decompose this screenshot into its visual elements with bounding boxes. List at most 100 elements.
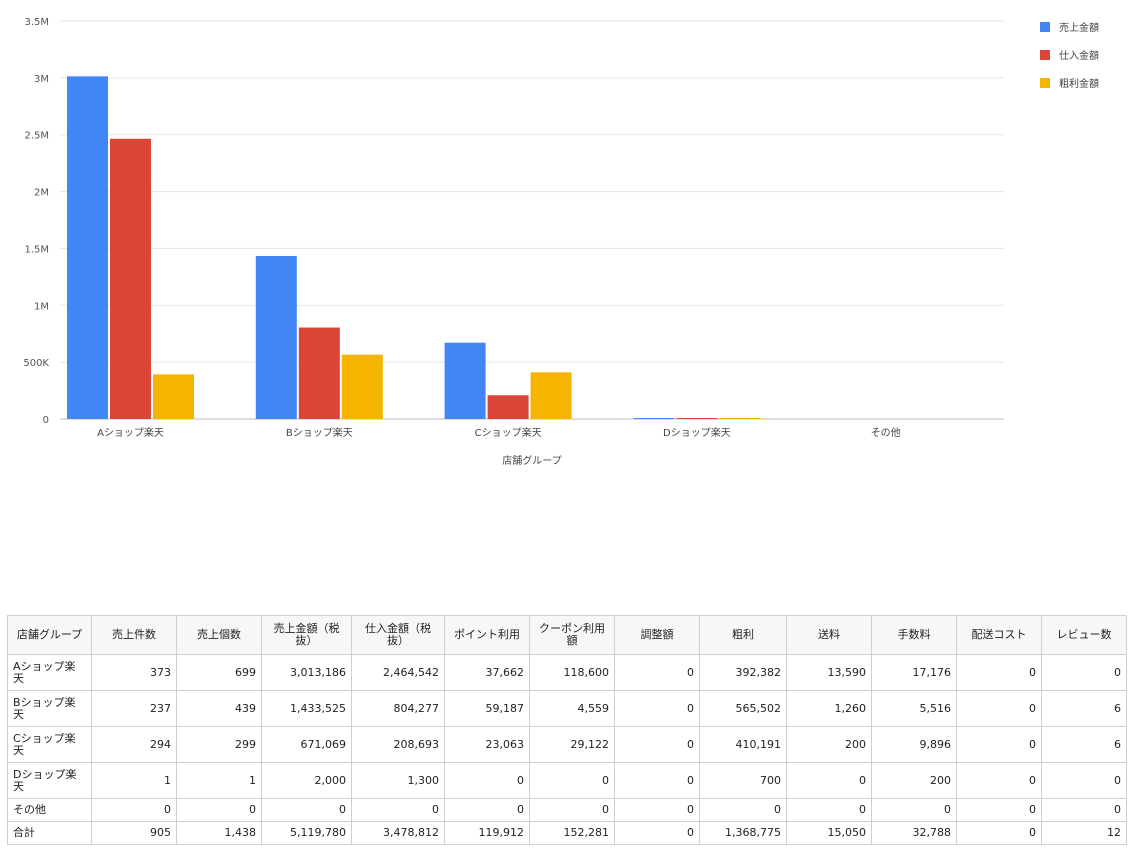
table-cell: 5,119,780	[261, 821, 352, 845]
y-tick-label: 0	[43, 415, 49, 426]
table-cell: 152,281	[529, 821, 615, 845]
table-cell: 0	[956, 762, 1042, 799]
table-cell: 1,438	[176, 821, 262, 845]
table-cell: 1	[91, 762, 177, 799]
legend-swatch	[1040, 50, 1050, 60]
table-cell: 0	[956, 654, 1042, 691]
column-header[interactable]: 売上金額（税抜）	[261, 615, 352, 655]
bar[interactable]	[633, 418, 675, 419]
table-cell: 0	[614, 654, 700, 691]
table-cell: 0	[614, 821, 700, 845]
table-cell: 9,896	[871, 726, 957, 763]
table-cell: 0	[1041, 798, 1127, 822]
table-cell: 1,368,775	[699, 821, 787, 845]
table-cell: 905	[91, 821, 177, 845]
y-tick-label: 2M	[34, 188, 49, 199]
table-cell: 2,000	[261, 762, 352, 799]
row-label-cell: 合計	[7, 821, 92, 845]
table-cell: 439	[176, 690, 262, 727]
bar[interactable]	[298, 327, 340, 419]
bar[interactable]	[67, 76, 108, 420]
column-header[interactable]: 調整額	[614, 615, 700, 655]
column-header[interactable]: 売上個数	[176, 615, 262, 655]
row-label-cell: Dショップ楽天	[7, 762, 92, 799]
x-tick-label: その他	[871, 426, 901, 439]
column-header[interactable]: 粗利	[699, 615, 787, 655]
x-tick-label: Bショップ楽天	[286, 426, 353, 439]
x-tick-label: Aショップ楽天	[97, 426, 164, 439]
table-cell: 0	[614, 798, 700, 822]
bar[interactable]	[719, 418, 761, 419]
table-cell: 12	[1041, 821, 1127, 845]
bar[interactable]	[153, 374, 194, 419]
x-axis-title: 店舗グループ	[502, 454, 561, 467]
table-cell: 0	[614, 762, 700, 799]
bar[interactable]	[444, 342, 486, 419]
column-header[interactable]: 配送コスト	[956, 615, 1042, 655]
table-cell: 0	[1041, 762, 1127, 799]
y-tick-label: 3M	[34, 74, 49, 85]
table-cell: 1	[176, 762, 262, 799]
table-cell: 0	[699, 798, 787, 822]
column-header[interactable]: 手数料	[871, 615, 957, 655]
table-cell: 0	[614, 690, 700, 727]
table-cell: 0	[1041, 654, 1127, 691]
table-cell: 13,590	[786, 654, 872, 691]
table-cell: 15,050	[786, 821, 872, 845]
column-header[interactable]: 店舗グループ	[7, 615, 92, 655]
table-row: Dショップ楽天 1 1 2,000 1,300 0 0 0 700 0 200 0 0	[7, 762, 1127, 799]
table-cell: 1,300	[351, 762, 445, 799]
table-cell: 32,788	[871, 821, 957, 845]
table-row: Aショップ楽天 373 699 3,013,186 2,464,542 37,662 118…	[7, 654, 1127, 691]
table-cell: 0	[91, 798, 177, 822]
table-cell: 4,559	[529, 690, 615, 727]
column-header[interactable]: クーポン利用額	[529, 615, 615, 655]
y-tick-label: 1M	[34, 301, 49, 312]
bar[interactable]	[110, 138, 151, 419]
column-header[interactable]: レビュー数	[1041, 615, 1127, 655]
table-cell: 1,433,525	[261, 690, 352, 727]
column-header[interactable]: 送料	[786, 615, 872, 655]
legend-label[interactable]: 仕入金額	[1059, 49, 1099, 62]
table-cell: 671,069	[261, 726, 352, 763]
table-cell: 565,502	[699, 690, 787, 727]
table-cell: 37,662	[444, 654, 530, 691]
row-label-cell: Bショップ楽天	[7, 690, 92, 727]
table-cell: 17,176	[871, 654, 957, 691]
table-header-row: 店舗グループ 売上件数 売上個数 売上金額（税抜） 仕入金額（税抜） ポイント利用 クーポン…	[7, 615, 1127, 655]
table-cell: 0	[956, 726, 1042, 763]
table-cell: 299	[176, 726, 262, 763]
x-tick-label: Cショップ楽天	[475, 426, 542, 439]
bar[interactable]	[487, 395, 529, 419]
bar[interactable]	[530, 372, 572, 419]
table-cell: 208,693	[351, 726, 445, 763]
summary-table-container: 店舗グループ 売上件数 売上個数 売上金額（税抜） 仕入金額（税抜） ポイント利用 クーポン…	[7, 615, 1127, 845]
table-cell: 2,464,542	[351, 654, 445, 691]
table-cell: 410,191	[699, 726, 787, 763]
legend-label[interactable]: 売上金額	[1059, 21, 1099, 34]
table-cell: 5,516	[871, 690, 957, 727]
y-tick-label: 2.5M	[24, 131, 49, 142]
table-cell: 0	[261, 798, 352, 822]
table-cell: 23,063	[444, 726, 530, 763]
bar[interactable]	[341, 354, 383, 419]
y-tick-label: 3.5M	[24, 17, 49, 28]
table-cell: 200	[871, 762, 957, 799]
table-cell: 0	[871, 798, 957, 822]
legend-label[interactable]: 粗利金額	[1059, 77, 1099, 90]
row-label-cell: Aショップ楽天	[7, 654, 92, 691]
sales-bar-chart: 0 500K 1M 1.5M 2M 2.5M 3M 3.5M Aショップ楽天 Bショップ楽天 Cショ…	[23, 17, 1099, 467]
column-header[interactable]: ポイント利用	[444, 615, 530, 655]
y-tick-label: 500K	[23, 358, 49, 369]
table-cell: 0	[444, 798, 530, 822]
table-cell: 0	[956, 798, 1042, 822]
table-cell: 0	[351, 798, 445, 822]
column-header[interactable]: 売上件数	[91, 615, 177, 655]
table-cell: 1,260	[786, 690, 872, 727]
bar[interactable]	[255, 255, 297, 419]
table-row: Bショップ楽天 237 439 1,433,525 804,277 59,187 4,559…	[7, 690, 1127, 727]
bar[interactable]	[676, 418, 718, 419]
table-cell: 804,277	[351, 690, 445, 727]
table-cell: 119,912	[444, 821, 530, 845]
column-header[interactable]: 仕入金額（税抜）	[351, 615, 445, 655]
